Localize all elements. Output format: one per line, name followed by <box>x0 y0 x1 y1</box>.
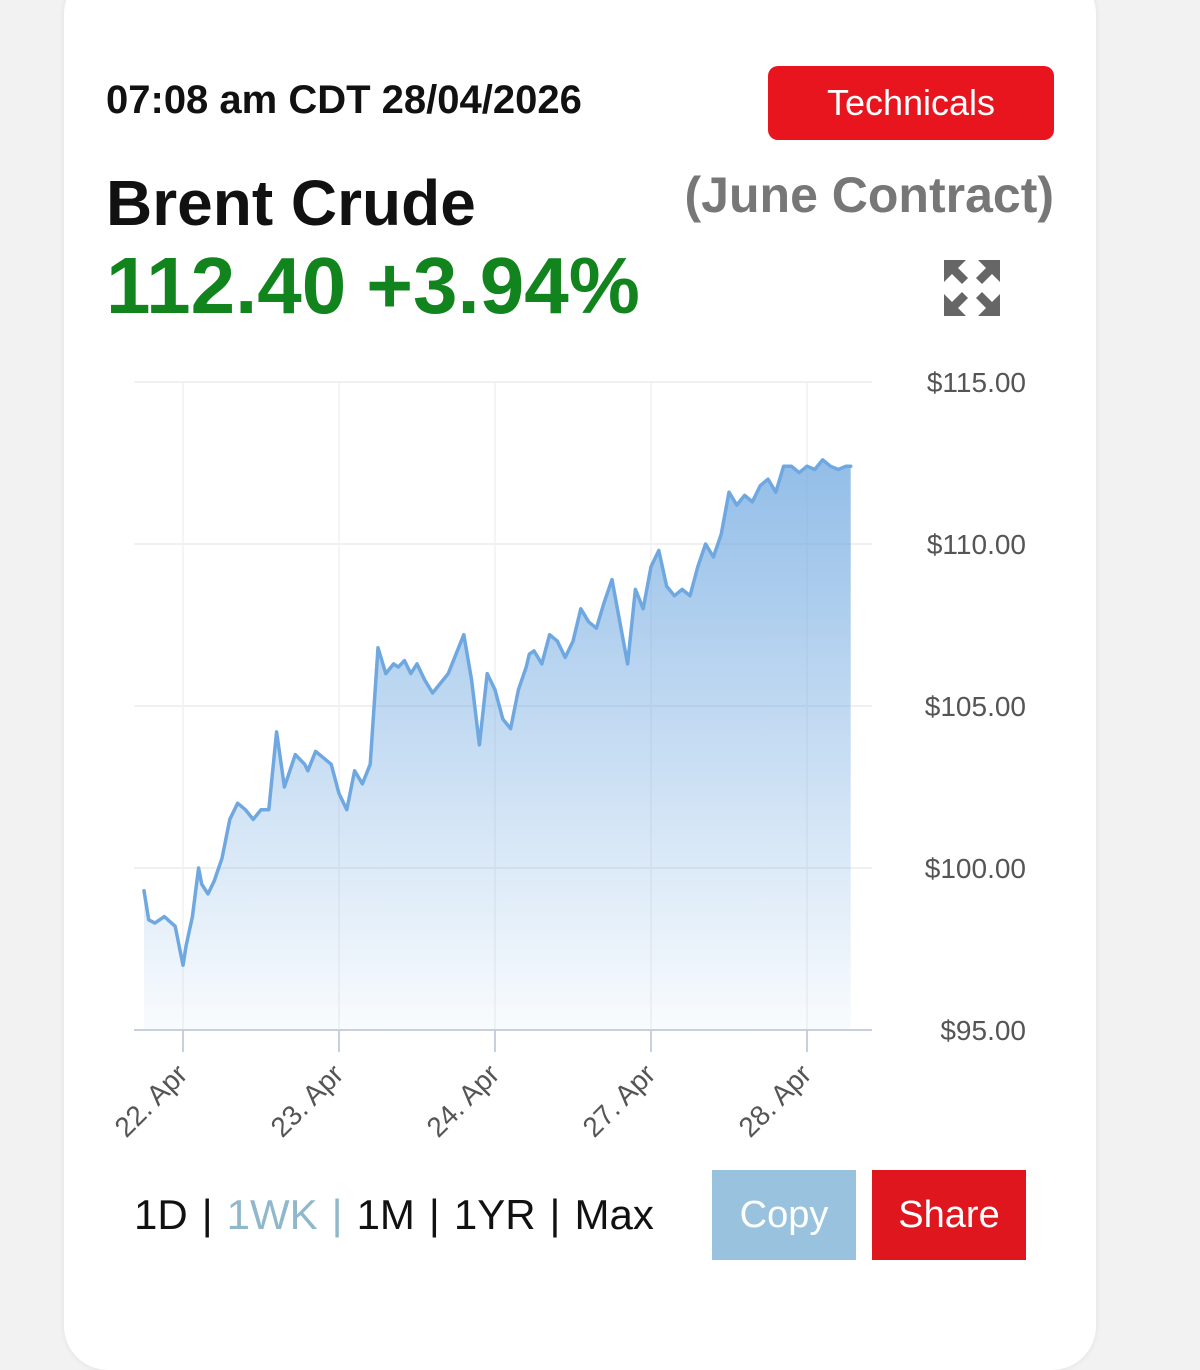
y-tick-label: $105.00 <box>925 691 1026 722</box>
contract-label: (June Contract) <box>684 167 1054 223</box>
range-1d[interactable]: 1D <box>134 1191 188 1238</box>
series-area <box>144 459 851 1030</box>
range-1yr[interactable]: 1YR <box>453 1191 536 1238</box>
price-change: +3.94% <box>366 241 640 330</box>
technicals-button[interactable]: Technicals <box>768 66 1054 140</box>
price-value: 112.40 <box>106 241 347 330</box>
y-tick-label: $110.00 <box>927 529 1026 560</box>
range-separator: | <box>331 1191 343 1238</box>
price-row: 112.40 +3.94% <box>106 240 660 332</box>
range-separator: | <box>428 1191 440 1238</box>
copy-button[interactable]: Copy <box>712 1170 856 1260</box>
y-tick-label: $95.00 <box>940 1015 1026 1046</box>
range-max[interactable]: Max <box>574 1191 654 1238</box>
range-selector: 1D | 1WK | 1M | 1YR | Max <box>134 1170 654 1260</box>
x-tick-label: 28. Apr <box>733 1058 818 1143</box>
price-chart: $115.00 $110.00 $105.00 $100.00 $95.00 22. Ap… <box>109 367 1026 1143</box>
range-separator: | <box>549 1191 561 1238</box>
x-tick-label: 24. Apr <box>421 1058 506 1143</box>
x-tick-label: 27. Apr <box>577 1058 662 1143</box>
y-tick-label: $115.00 <box>927 367 1026 398</box>
range-1m[interactable]: 1M <box>356 1191 415 1238</box>
instrument-title: Brent Crude <box>106 167 476 239</box>
y-tick-label: $100.00 <box>925 853 1026 884</box>
range-separator: | <box>201 1191 213 1238</box>
range-1wk[interactable]: 1WK <box>226 1191 318 1238</box>
series-line <box>142 458 853 967</box>
share-button[interactable]: Share <box>872 1170 1026 1260</box>
expand-arrows-icon[interactable] <box>940 256 1004 320</box>
x-tick-label: 23. Apr <box>265 1058 350 1143</box>
x-tick-label: 22. Apr <box>109 1058 194 1143</box>
timestamp: 07:08 am CDT 28/04/2026 <box>106 78 582 122</box>
